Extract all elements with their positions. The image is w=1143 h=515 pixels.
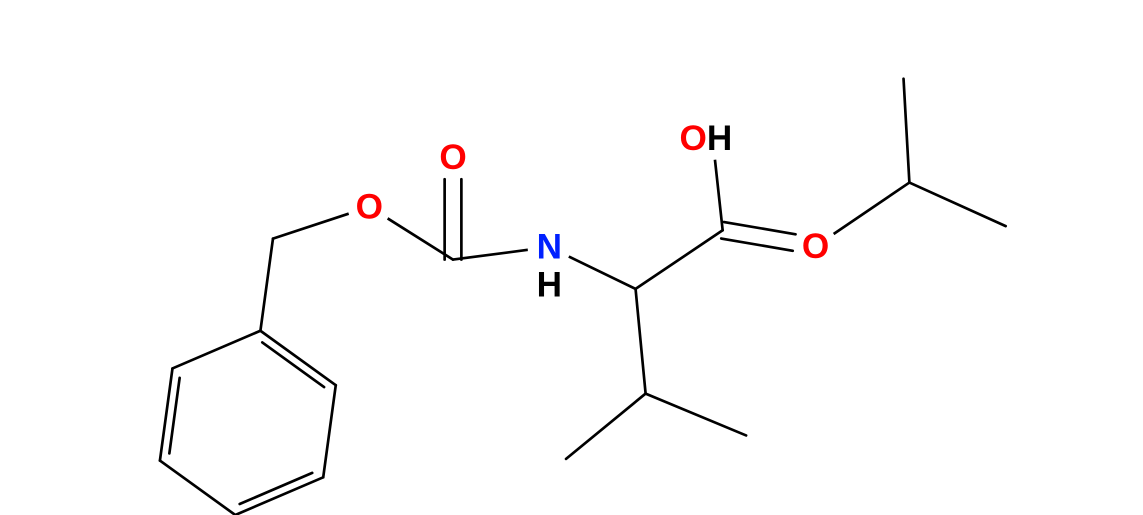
svg-text:H: H [537,265,562,304]
svg-text:N: N [537,228,562,267]
svg-text:O: O [439,138,466,177]
molecule-diagram: O O NH OH O [0,0,1143,515]
svg-text:OH: OH [680,119,733,158]
svg-text:O: O [802,227,829,266]
svg-text:O: O [356,188,383,227]
